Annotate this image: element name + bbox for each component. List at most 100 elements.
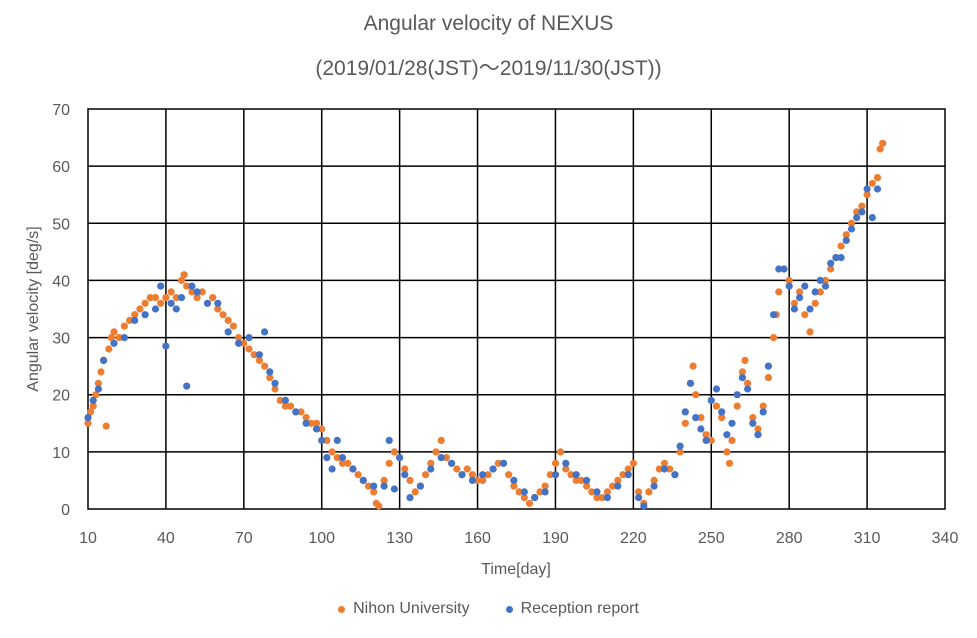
data-point-reception: [312, 425, 321, 433]
data-point-nihon: [655, 465, 663, 473]
data-point-reception: [427, 465, 435, 473]
data-point-nihon: [136, 305, 144, 313]
chart-subtitle: (2019/01/28(JST)～2019/11/30(JST)): [315, 57, 662, 80]
data-point-nihon: [209, 294, 217, 302]
data-point-reception: [489, 465, 497, 473]
data-point-reception: [188, 282, 196, 290]
data-point-nihon: [577, 476, 586, 484]
data-point-nihon: [562, 465, 570, 473]
data-point-nihon: [702, 431, 710, 439]
data-point-nihon: [97, 368, 105, 376]
data-point-reception: [754, 431, 762, 439]
data-point-reception: [94, 385, 102, 393]
x-tick-label: 160: [464, 530, 491, 547]
data-point-nihon: [546, 471, 554, 479]
data-point-nihon: [177, 276, 186, 284]
data-point-reception: [811, 288, 819, 296]
data-point-nihon: [551, 459, 560, 467]
data-point-nihon: [863, 191, 871, 199]
data-point-nihon: [697, 414, 705, 422]
y-tick-label: 60: [52, 159, 70, 176]
x-tick-label: 280: [776, 530, 803, 547]
data-point-nihon: [245, 345, 253, 353]
data-point-reception: [551, 471, 560, 479]
data-point-reception: [759, 408, 767, 416]
data-point-nihon: [180, 271, 188, 279]
x-tick-label: 130: [386, 530, 413, 547]
data-point-nihon: [354, 471, 362, 479]
data-point-reception: [749, 419, 757, 427]
data-point-nihon: [107, 334, 115, 342]
data-point-reception: [660, 465, 669, 473]
data-point-nihon: [557, 448, 565, 456]
data-point-nihon: [94, 379, 102, 387]
data-point-nihon: [297, 408, 305, 416]
data-point-reception: [640, 502, 648, 510]
x-tick-label: 310: [854, 530, 881, 547]
data-point-nihon: [105, 345, 113, 353]
data-point-nihon: [338, 459, 347, 467]
legend-marker-nihon: [338, 605, 346, 613]
data-point-nihon: [162, 294, 170, 302]
data-point-reception: [520, 488, 528, 496]
data-point-reception: [390, 485, 398, 493]
data-point-nihon: [541, 482, 549, 490]
data-point-nihon: [692, 391, 700, 399]
data-point-reception: [624, 471, 632, 479]
x-tick-label: 70: [235, 530, 253, 547]
data-point-reception: [847, 225, 856, 233]
data-point-nihon: [744, 379, 752, 387]
x-tick-label: 100: [308, 530, 335, 547]
data-point-nihon: [219, 311, 227, 319]
data-point-reception: [479, 471, 487, 479]
x-tick-label: 10: [79, 530, 97, 547]
data-point-reception: [131, 316, 139, 324]
data-point-nihon: [240, 339, 248, 347]
data-point-nihon: [271, 385, 279, 393]
data-point-nihon: [427, 459, 435, 467]
data-point-reception: [172, 305, 180, 313]
data-point-reception: [873, 185, 882, 193]
data-point-reception: [723, 431, 731, 439]
data-point-nihon: [614, 476, 622, 484]
data-point-reception: [167, 299, 175, 307]
x-tick-label: 250: [698, 530, 725, 547]
data-point-nihon: [876, 145, 884, 153]
data-point-nihon: [801, 311, 809, 319]
data-point-nihon: [406, 476, 414, 484]
data-point-nihon: [796, 288, 804, 296]
data-point-nihon: [302, 414, 310, 422]
data-point-reception: [531, 494, 539, 502]
grid-lines: [88, 109, 945, 509]
data-point-reception: [255, 351, 263, 359]
data-point-reception: [359, 476, 367, 484]
data-point-reception: [302, 419, 310, 427]
data-point-nihon: [479, 476, 487, 484]
data-point-reception: [650, 482, 658, 490]
x-tick-labels: 10 40 70 100 130 160 190 220 250 280 310 340: [79, 530, 958, 547]
data-point-nihon: [567, 471, 575, 479]
data-point-nihon: [728, 436, 736, 444]
data-point-reception: [790, 305, 799, 313]
data-point-nihon: [505, 471, 513, 479]
data-point-nihon: [676, 448, 684, 456]
data-point-reception: [235, 339, 243, 347]
data-point-reception: [635, 494, 643, 502]
data-point-nihon: [87, 408, 95, 416]
data-point-reception: [281, 396, 289, 404]
y-tick-label: 50: [52, 216, 70, 233]
data-point-nihon: [261, 362, 269, 370]
data-point-nihon: [785, 276, 793, 284]
data-point-nihon: [723, 448, 731, 456]
data-point-reception: [120, 334, 128, 342]
data-point-nihon: [712, 402, 721, 410]
data-point-nihon: [437, 436, 445, 444]
data-point-reception: [157, 282, 165, 290]
data-point-reception: [770, 311, 778, 319]
data-point-nihon: [603, 488, 612, 496]
data-point-nihon: [463, 465, 471, 473]
data-point-reception: [110, 339, 118, 347]
data-point-nihon: [790, 299, 799, 307]
data-point-nihon: [806, 328, 814, 336]
data-point-reception: [380, 482, 388, 490]
